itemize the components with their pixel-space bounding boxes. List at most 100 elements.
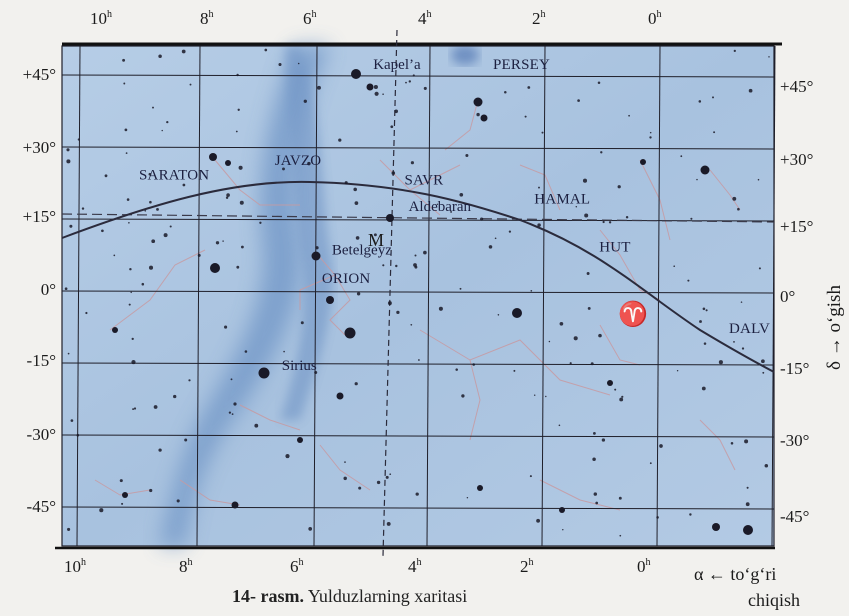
star: [640, 159, 646, 165]
star: [123, 82, 126, 85]
star: [285, 454, 290, 459]
constellation-label: HAMAL: [534, 192, 590, 208]
ra-bottom-ticks: 10h 8h 6h 4h 2h 0h: [64, 557, 651, 576]
star: [132, 408, 135, 411]
star: [156, 207, 159, 211]
star: [189, 83, 192, 86]
star: [141, 282, 145, 286]
star: [264, 48, 268, 52]
constellation-label: DALV: [729, 321, 770, 337]
grid-parallel: [61, 146, 775, 150]
star: [713, 131, 716, 134]
stars: [64, 48, 770, 537]
grid-meridian: [656, 45, 661, 547]
dashed-meridian: [382, 29, 398, 557]
milky-way: [160, 45, 479, 546]
ra-tick-label: 8h: [200, 9, 214, 28]
constellation-label: SARATON: [139, 168, 209, 184]
dec-tick-label: 0°: [41, 280, 56, 299]
ra-tick-label: 2h: [520, 557, 534, 576]
star: [744, 439, 749, 444]
star: [461, 394, 465, 398]
star: [385, 475, 389, 479]
grid-meridian: [196, 45, 201, 547]
star: [394, 109, 399, 114]
star: [326, 296, 334, 304]
star: [418, 359, 420, 361]
star: [317, 85, 321, 90]
grid-meridian: [313, 45, 318, 547]
star: [673, 265, 676, 268]
star: [699, 320, 702, 323]
star: [112, 327, 118, 333]
star: [533, 394, 536, 396]
dec-tick-label: -15°: [27, 351, 56, 370]
star: [166, 120, 169, 124]
star: [537, 223, 541, 227]
star: [354, 382, 358, 386]
star: [600, 151, 603, 154]
star: [705, 309, 708, 312]
dec-right-ticks: +45° +30° +15° 0° -15° -30° -45°: [780, 77, 813, 526]
star: [148, 172, 152, 176]
named-star-label: Betelgeyz: [332, 242, 392, 258]
ra-tick-label: 10h: [64, 557, 86, 576]
m-marker-label: M: [368, 230, 384, 250]
ra-tick-label: 6h: [290, 557, 304, 576]
star: [590, 362, 594, 366]
star: [386, 214, 394, 222]
star: [230, 378, 233, 381]
star: [119, 479, 123, 483]
star: [66, 159, 71, 164]
star: [153, 405, 158, 409]
star: [562, 528, 564, 531]
star: [315, 246, 319, 250]
dec-tick-label: -30°: [27, 425, 56, 444]
named-star-label: Aldebaran: [409, 199, 472, 215]
star: [614, 388, 617, 391]
grid-parallel: [61, 362, 775, 366]
star: [459, 287, 462, 290]
star: [743, 525, 753, 535]
star: [569, 362, 572, 365]
dec-tick-label: +30°: [23, 138, 56, 157]
dec-tick-label: -30°: [780, 431, 809, 450]
star: [161, 129, 163, 132]
star: [338, 138, 342, 142]
star: [236, 73, 239, 77]
star: [690, 217, 693, 220]
star: [344, 327, 356, 339]
ra-tick-label: 0h: [637, 557, 651, 576]
star: [228, 411, 232, 414]
star: [450, 210, 453, 213]
star: [239, 200, 244, 205]
ra-tick-label: 0h: [648, 9, 662, 28]
star: [559, 507, 565, 513]
star: [649, 462, 652, 465]
star: [308, 527, 313, 531]
star: [619, 397, 624, 402]
star: [382, 93, 384, 95]
star: [130, 291, 132, 294]
star: [593, 432, 596, 435]
star: [344, 181, 348, 185]
star: [158, 54, 162, 58]
star: [70, 419, 74, 422]
star: [649, 136, 652, 139]
star: [395, 264, 398, 268]
star: [408, 80, 411, 83]
star: [133, 407, 137, 410]
star: [575, 206, 578, 208]
star: [113, 254, 116, 257]
star: [504, 91, 507, 94]
x-axis-label-line1: α ← to‘g‘ri: [694, 564, 776, 584]
named-star-label: Sirius: [282, 358, 317, 374]
star: [761, 359, 765, 364]
figure-caption-text: Yulduzlarning xaritasi: [307, 586, 468, 606]
star: [85, 311, 88, 315]
star: [584, 213, 589, 218]
dec-tick-label: -45°: [780, 507, 809, 526]
star: [176, 499, 180, 503]
star: [436, 203, 439, 206]
constellation-label: ORION: [322, 271, 371, 287]
